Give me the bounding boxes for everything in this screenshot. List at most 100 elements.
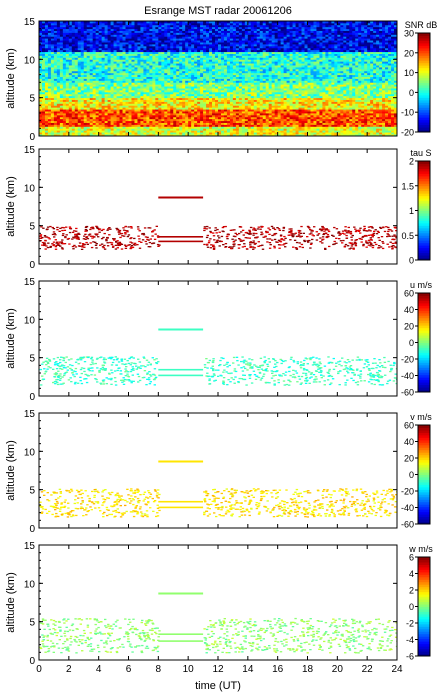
snr-cell [241,61,246,64]
snr-cell [212,101,216,104]
snr-cell [80,107,85,110]
snr-cell [98,122,103,125]
snr-cell [68,63,73,66]
snr-cell [71,24,76,28]
snr-cell [68,107,73,110]
snr-cell [170,116,174,120]
snr-cell [39,40,43,43]
snr-cell [101,63,106,66]
snr-cell [223,80,228,83]
snr-cell [119,101,123,104]
snr-cell [113,30,117,33]
snr-cell [113,128,117,131]
snr-cell [226,132,231,135]
snr-cell [62,26,67,30]
snr-cell [241,90,246,93]
snr-cell [86,134,91,136]
snr-cell [140,28,144,31]
snr-cell [149,74,153,77]
snr-cell [259,132,264,135]
snr-cell [218,88,222,91]
snr-cell [188,86,192,89]
snr-cell [244,22,249,26]
snr-cell [50,21,55,24]
snr-cell [71,53,76,56]
snr-cell [220,124,225,127]
snr-cell [122,21,126,24]
snr-cell [56,132,61,135]
snr-cell [122,76,126,79]
snr-cell [128,107,132,110]
snr-cell [182,97,186,100]
snr-cell [92,113,97,116]
snr-cell [271,91,276,95]
snr-cell [98,26,103,30]
snr-cell [238,22,243,26]
snr-cell [89,122,94,125]
snr-cell [74,49,79,53]
snr-cell [41,86,46,89]
snr-cell [283,91,288,95]
snr-cell [247,65,252,68]
snr-cell [176,84,180,87]
snr-cell [122,47,126,51]
snr-cell [39,55,43,58]
snr-cell [274,126,279,129]
snr-cell [146,24,150,28]
snr-cell [215,65,219,68]
snr-cell [149,82,153,85]
snr-cell [98,57,103,60]
snr-cell [83,30,88,33]
snr-cell [71,90,76,93]
snr-cell [101,70,106,74]
snr-cell [137,22,141,26]
snr-cell [59,82,64,85]
snr-cell [119,22,123,26]
snr-cell [62,59,67,62]
snr-cell [209,116,213,120]
snr-cell [128,134,132,136]
snr-cell [220,126,225,129]
snr-cell [65,65,70,68]
snr-cell [247,21,252,24]
snr-cell [250,44,255,47]
snr-cell [203,90,207,93]
snr-cell [101,44,106,47]
snr-cell [253,28,258,31]
snr-cell [137,76,141,79]
snr-cell [86,95,91,99]
snr-cell [250,111,255,114]
snr-cell [62,34,67,37]
snr-cell [253,59,258,62]
snr-cell [53,51,58,54]
snr-cell [158,111,162,114]
snr-cell [149,38,153,41]
snr-cell [68,45,73,49]
snr-cell [74,101,79,104]
snr-cell [191,132,195,135]
snr-cell [110,134,114,136]
snr-cell [74,44,79,47]
snr-cell [95,132,100,135]
snr-cell [74,80,79,83]
snr-cell [98,61,103,64]
snr-cell [241,109,246,112]
snr-cell [167,42,171,45]
snr-cell [161,111,165,114]
snr-cell [229,42,234,45]
snr-cell [182,84,186,87]
snr-cell [41,26,46,30]
snr-cell [134,109,138,112]
snr-cell [244,101,249,104]
snr-cell [271,99,276,102]
snr-cell [259,122,264,125]
snr-cell [131,36,135,39]
snr-cell [280,44,285,47]
snr-cell [149,113,153,116]
snr-cell [203,44,207,47]
snr-cell [226,126,231,129]
snr-cell [176,99,180,102]
snr-cell [259,120,264,123]
snr-cell [182,40,186,43]
snr-cell [59,28,64,31]
